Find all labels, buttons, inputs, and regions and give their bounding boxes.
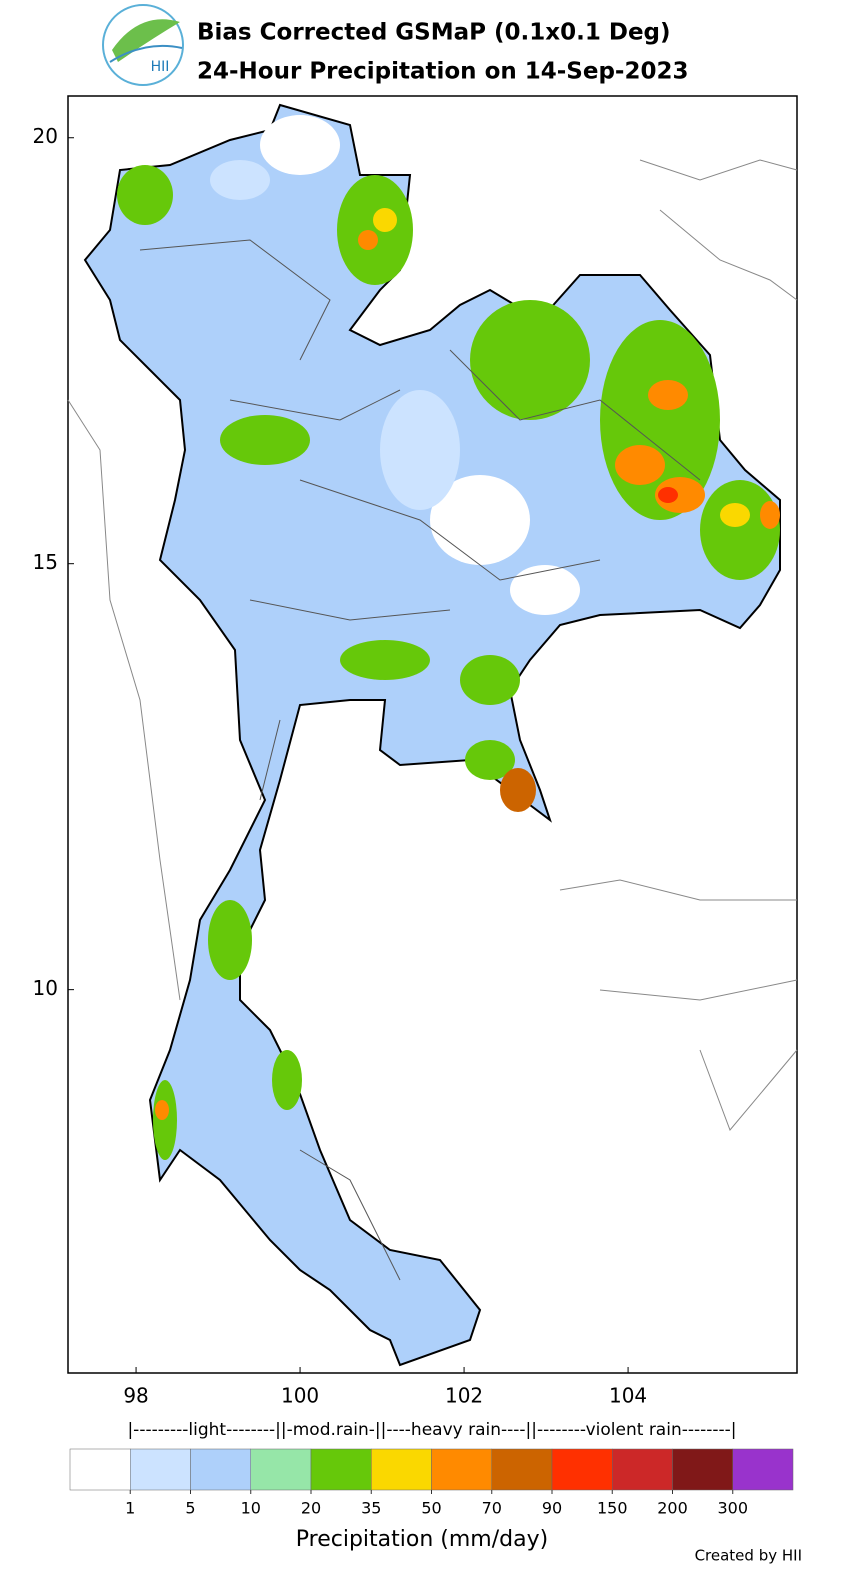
colorbar-tick-label: 70 (482, 1499, 502, 1518)
x-tick-label: 102 (445, 1384, 483, 1408)
colorbar-tick-label: 20 (301, 1499, 321, 1518)
neighbor-borders (67, 159, 798, 1131)
colorbar-box (250, 1448, 312, 1491)
y-tick-label: 15 (33, 550, 58, 574)
colorbar-box (672, 1448, 733, 1491)
colorbar-tick-label: 5 (185, 1499, 195, 1518)
colorbar-tick-label: 90 (542, 1499, 562, 1518)
colorbar-tick-label: 50 (421, 1499, 441, 1518)
colorbar-tick-label: 150 (597, 1499, 628, 1518)
x-tick-label: 100 (281, 1384, 319, 1408)
colorbar-box (310, 1448, 372, 1491)
colorbar-tick-label: 10 (241, 1499, 261, 1518)
colorbar-tick-label: 300 (717, 1499, 748, 1518)
map (67, 95, 798, 1374)
x-tick-label: 98 (123, 1384, 148, 1408)
legend-label: Precipitation (mm/day) (296, 1527, 548, 1552)
colorbar-tick-label: 1 (125, 1499, 135, 1518)
colorbar-tick-label: 35 (361, 1499, 381, 1518)
y-tick-label: 20 (33, 124, 58, 148)
colorbar-box (612, 1448, 673, 1491)
footer: Created by HII (695, 1547, 802, 1565)
rain-areas (117, 115, 780, 1160)
colorbar-box (130, 1448, 191, 1491)
logo: HII (102, 4, 184, 86)
x-tick-label: 104 (609, 1384, 647, 1408)
colorbar-box (491, 1448, 553, 1491)
legend-categories: |---------light--------||-mod.rain-||---… (127, 1420, 736, 1440)
colorbar-box (732, 1448, 794, 1491)
colorbar-box (551, 1448, 613, 1491)
colorbar-box (371, 1448, 432, 1491)
subtitle: 24-Hour Precipitation on 14-Sep-2023 (197, 59, 689, 85)
colorbar-box (69, 1448, 131, 1491)
colorbar-tick-label: 200 (657, 1499, 688, 1518)
logo-text: HII (151, 59, 170, 75)
colorbar-box (190, 1448, 251, 1491)
colorbar-box (431, 1448, 492, 1491)
y-tick-label: 10 (33, 976, 58, 1000)
province-borders (139, 239, 701, 1281)
title: Bias Corrected GSMaP (0.1x0.1 Deg) (197, 20, 671, 46)
